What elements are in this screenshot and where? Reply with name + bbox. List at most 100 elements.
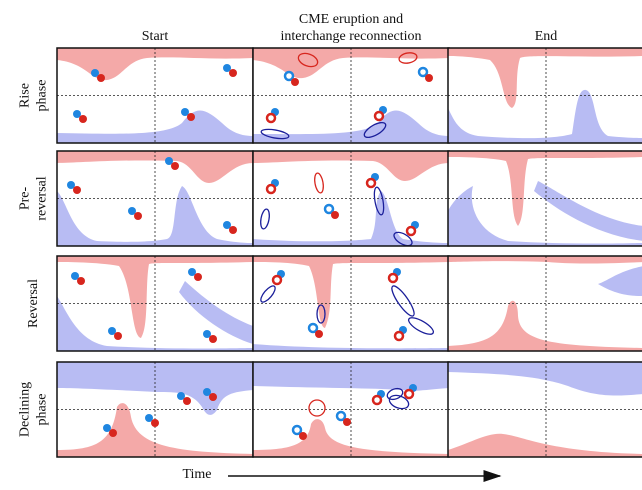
red-dot: [343, 418, 351, 426]
panel: [56, 47, 254, 144]
blue-dot: [91, 69, 99, 77]
red-dot: [187, 113, 195, 121]
pink-region: [253, 48, 449, 79]
red-dot: [209, 393, 217, 401]
red-ring: [365, 177, 377, 189]
panel: [56, 361, 254, 458]
red-dot: [315, 330, 323, 338]
panel: [252, 47, 450, 144]
blue-region: [598, 266, 642, 296]
blue-dot: [73, 110, 81, 118]
blue-dot: [108, 327, 116, 335]
time-label: Time: [182, 467, 211, 482]
loop: [314, 172, 324, 194]
blue-dot: [71, 272, 79, 280]
blue-dot: [223, 221, 231, 229]
loop: [260, 208, 270, 230]
blue-dot: [145, 414, 153, 422]
red-dot: [109, 429, 117, 437]
panel-frame: [447, 150, 642, 247]
red-dot: [97, 74, 105, 82]
blue-dot: [128, 207, 136, 215]
panel: [447, 150, 642, 247]
loop: [316, 304, 326, 324]
loop: [391, 285, 415, 317]
panels: [56, 47, 642, 458]
blue-region: [57, 281, 253, 351]
panel-frame: [447, 47, 642, 144]
red-dot: [209, 335, 217, 343]
panel-content: [57, 48, 253, 143]
row-label: reversal: [35, 176, 50, 220]
pink-region: [57, 403, 253, 457]
pink-region: [253, 151, 449, 181]
panel-content: [253, 48, 449, 143]
panel: [447, 47, 642, 144]
red-ring: [373, 110, 385, 122]
panel-content: [253, 362, 449, 457]
row-label: Reversal: [26, 279, 41, 328]
panel-content: [448, 362, 642, 457]
red-ring: [371, 394, 383, 406]
red-dot: [151, 419, 159, 427]
loop: [386, 387, 404, 401]
row-label: Pre-: [18, 187, 33, 211]
blue-region: [253, 110, 449, 143]
blue-dot: [165, 157, 173, 165]
blue-region: [253, 362, 449, 391]
blue-region: [57, 186, 253, 246]
panel-content: [57, 256, 253, 351]
blue-region: [448, 362, 642, 396]
column-header: End: [535, 29, 558, 44]
row-label: phase: [35, 394, 50, 426]
blue-dot: [177, 392, 185, 400]
pink-region: [57, 151, 253, 183]
panel-content: [448, 256, 642, 351]
blue-region: [448, 89, 642, 143]
blue-ring: [323, 203, 335, 215]
blue-region: [57, 362, 253, 415]
red-dot: [331, 211, 339, 219]
red-dot: [171, 162, 179, 170]
blue-ring: [417, 66, 429, 78]
panel-content: [253, 151, 449, 246]
panel-content: [57, 151, 253, 246]
blue-ring: [283, 70, 295, 82]
panel: [252, 361, 450, 458]
blue-region: [253, 191, 449, 246]
red-ring: [403, 388, 415, 400]
column-header: Start: [142, 29, 169, 44]
loop: [407, 317, 435, 335]
blue-dot: [181, 108, 189, 116]
blue-dot: [103, 424, 111, 432]
panel-content: [253, 256, 449, 351]
loop: [393, 231, 413, 246]
blue-region: [448, 181, 642, 246]
red-dot: [194, 273, 202, 281]
red-dot: [291, 78, 299, 86]
loop: [297, 52, 319, 68]
panel-content: [57, 362, 253, 457]
panel: [56, 255, 254, 352]
blue-dot: [203, 330, 211, 338]
loop: [363, 121, 387, 139]
column-header: CME eruption and: [299, 12, 403, 27]
red-dot: [73, 186, 81, 194]
red-dot: [79, 115, 87, 123]
pink-region: [253, 419, 449, 457]
loop: [308, 399, 326, 417]
blue-ring: [335, 410, 347, 422]
column-header: interchange reconnection: [280, 29, 421, 44]
loop: [260, 285, 276, 303]
red-ring: [387, 272, 399, 284]
blue-ring: [291, 424, 303, 436]
blue-dot: [203, 388, 211, 396]
panel: [252, 255, 450, 352]
pink-region: [57, 48, 253, 81]
blue-region: [57, 110, 253, 143]
red-dot: [77, 277, 85, 285]
loop: [260, 128, 290, 140]
red-ring: [265, 183, 277, 195]
panel: [447, 255, 642, 352]
